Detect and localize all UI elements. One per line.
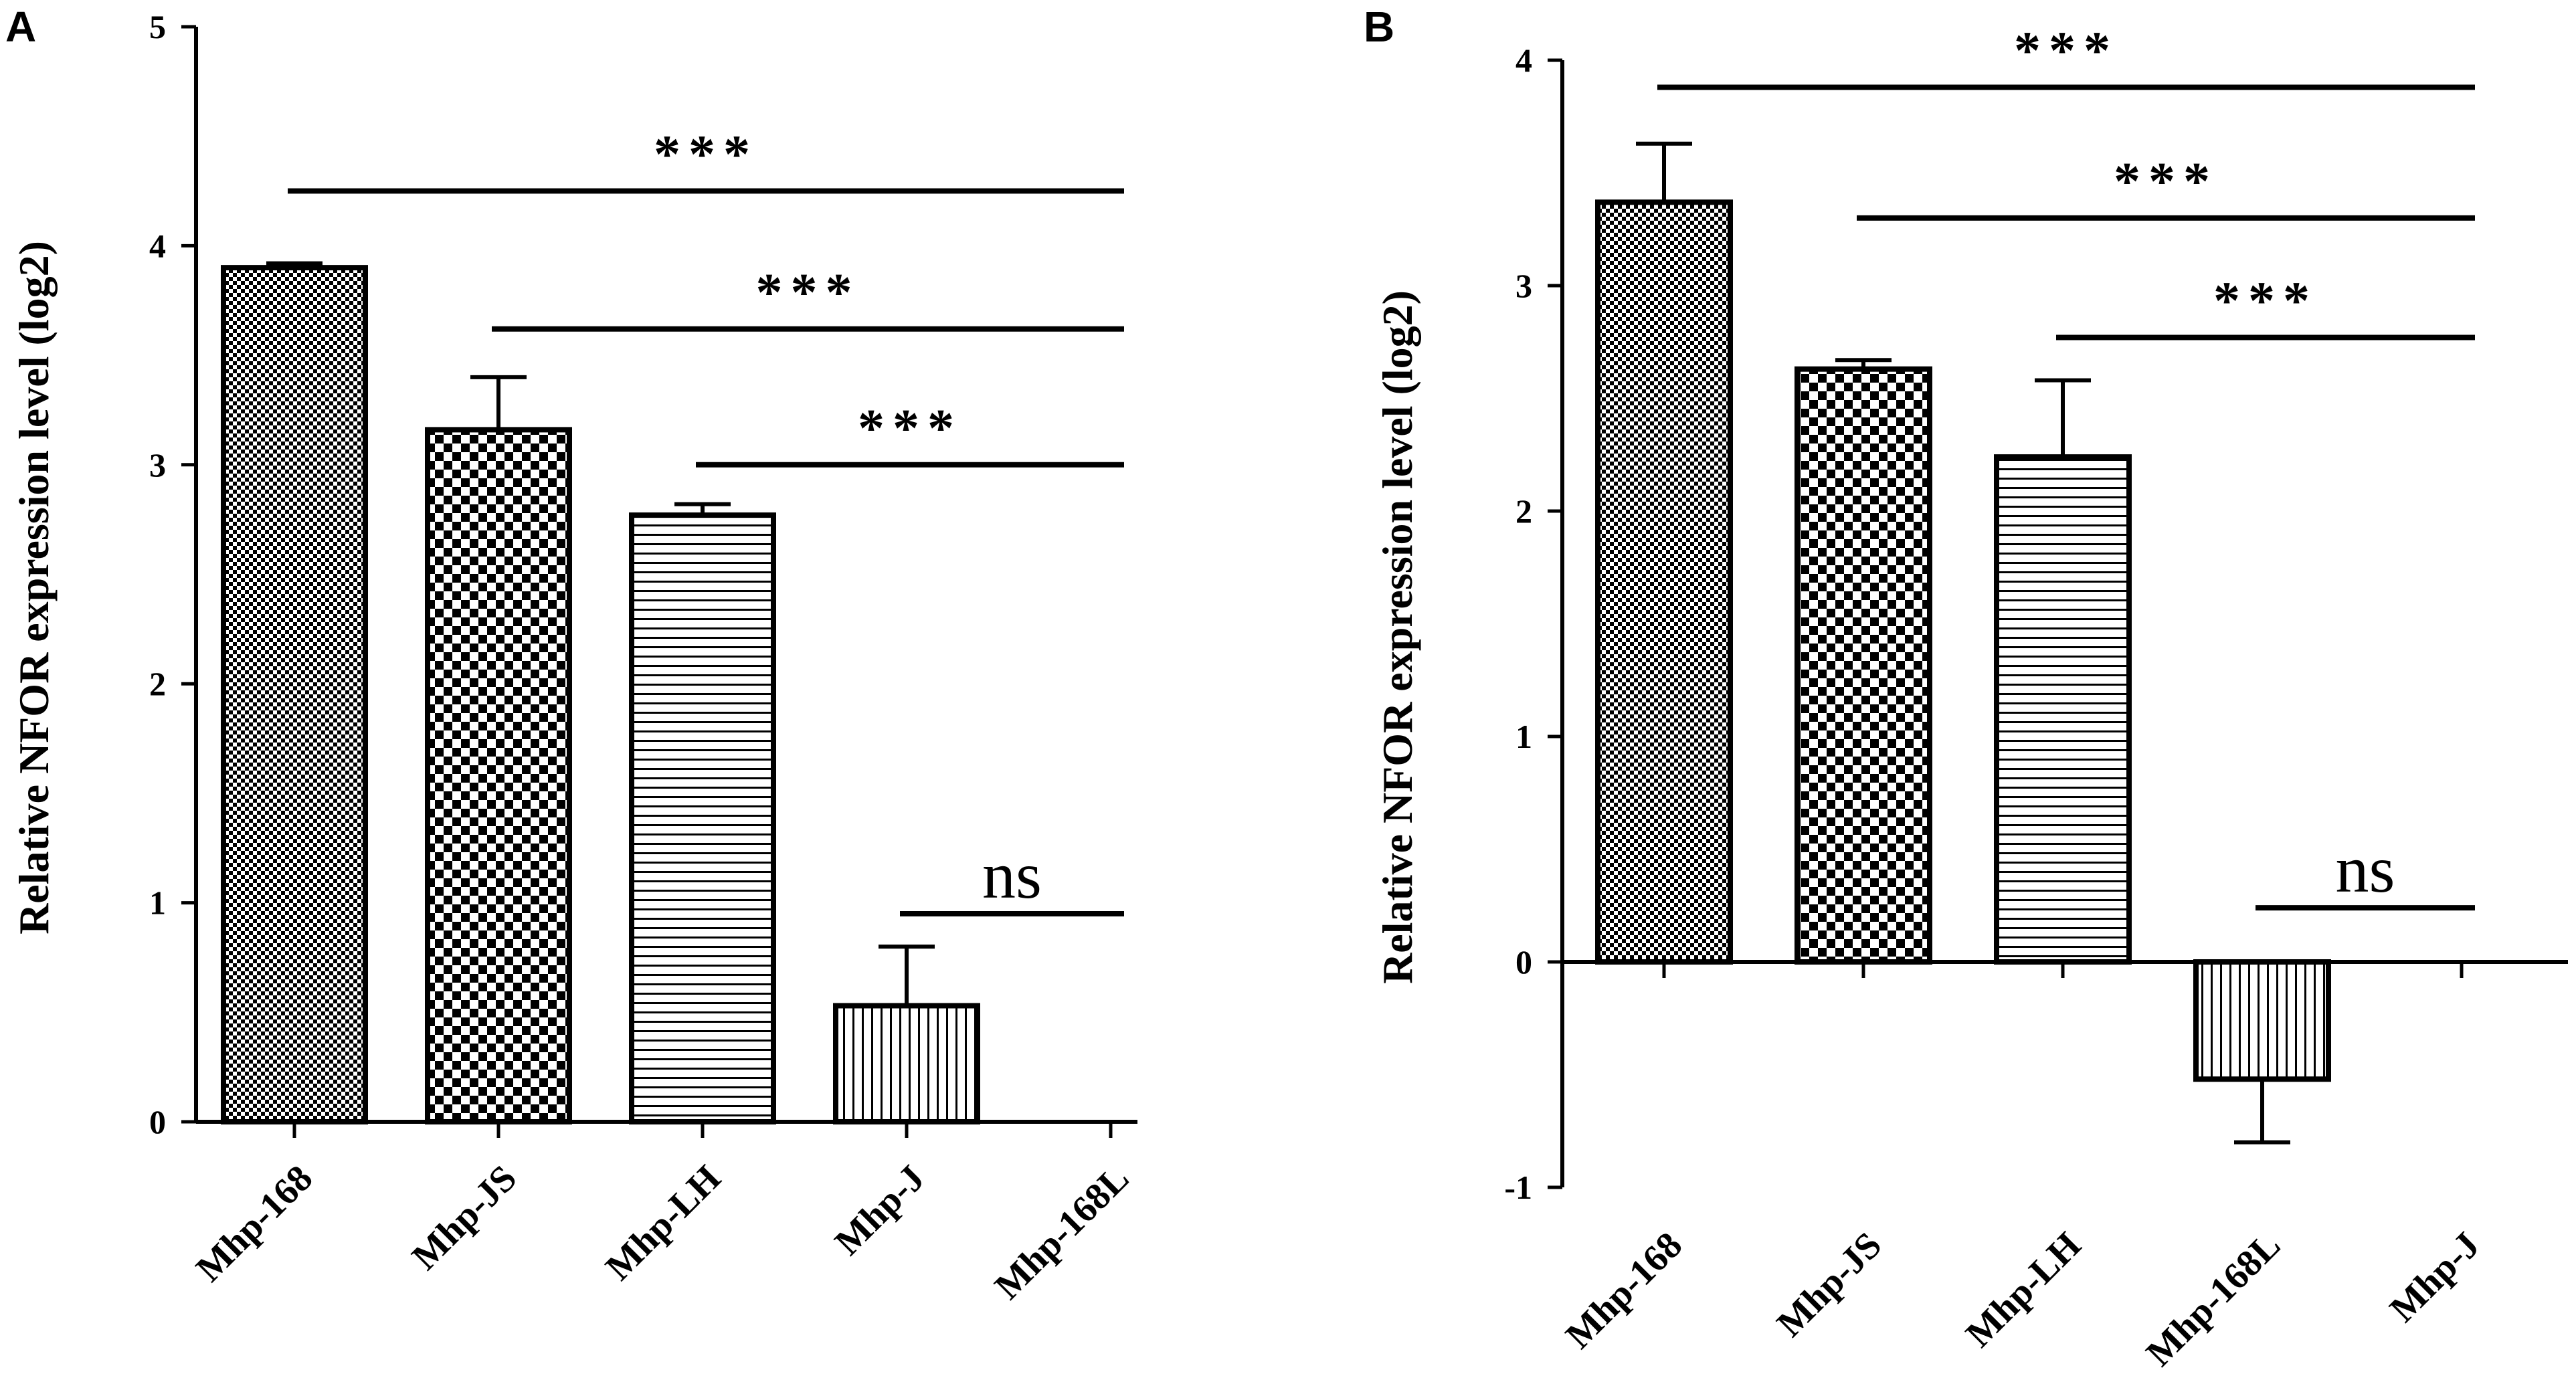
significance-label: ns [2336,832,2395,906]
bar-mhp-js [1795,366,1932,965]
y-tick-label: 4 [1515,41,1532,79]
y-tick-label: 4 [149,227,166,264]
x-category-label: Mhp-J [2382,1224,2488,1330]
x-category-label: Mhp-JS [1769,1224,1890,1345]
y-tick-label: 3 [149,446,166,484]
x-category-label: Mhp-168L [987,1157,1137,1307]
significance-label: ns [982,838,1042,912]
significance-label: *** [654,126,758,185]
y-tick-label: 2 [1515,492,1532,530]
y-tick-label: 1 [149,884,166,922]
y-tick-label: 3 [1515,267,1532,304]
panel-letter-b: B [1364,3,1394,51]
significance-label: *** [858,399,962,458]
y-tick-label: -1 [1504,1169,1532,1206]
significance-label: *** [2114,153,2218,211]
y-tick-label: 5 [149,8,166,45]
bar-mhp-lh [629,512,776,1124]
bar-mhp-js [425,427,572,1124]
x-category-label: Mhp-168 [1558,1224,1690,1357]
y-axis-label: Relative NFOR expression level (log2) [10,241,58,934]
y-tick-label: 0 [1515,943,1532,981]
bar-mhp-lh [1994,454,2132,965]
panel-a: A 0 1 2 3 4 5 Relative NFOR expression level (… [5,3,1137,1308]
bar-mhp-168 [1595,199,1733,965]
y-tick-label: 2 [149,665,166,702]
x-category-label: Mhp-LH [1958,1224,2090,1355]
significance-label: *** [756,264,860,322]
significance-label: *** [2213,272,2318,331]
y-tick-label: 0 [149,1103,166,1141]
panel-b: B -1 0 1 2 3 4 Relative NFOR expression level … [1364,3,2568,1375]
y-tick-label: 1 [1515,718,1532,755]
panel-letter-a: A [5,3,36,51]
bar-mhp-168l [2193,959,2331,1082]
x-category-label: Mhp-168 [188,1157,320,1290]
x-category-label: Mhp-JS [404,1157,525,1278]
x-category-label: Mhp-168L [2138,1224,2288,1374]
x-category-label: Mhp-J [827,1157,933,1263]
bar-mhp-j [833,1003,980,1125]
bar-mhp-168 [221,265,368,1124]
y-axis-label: Relative NFOR expression level (log2) [1374,290,1421,984]
x-category-label: Mhp-LH [598,1157,729,1288]
significance-label: *** [2014,21,2118,80]
